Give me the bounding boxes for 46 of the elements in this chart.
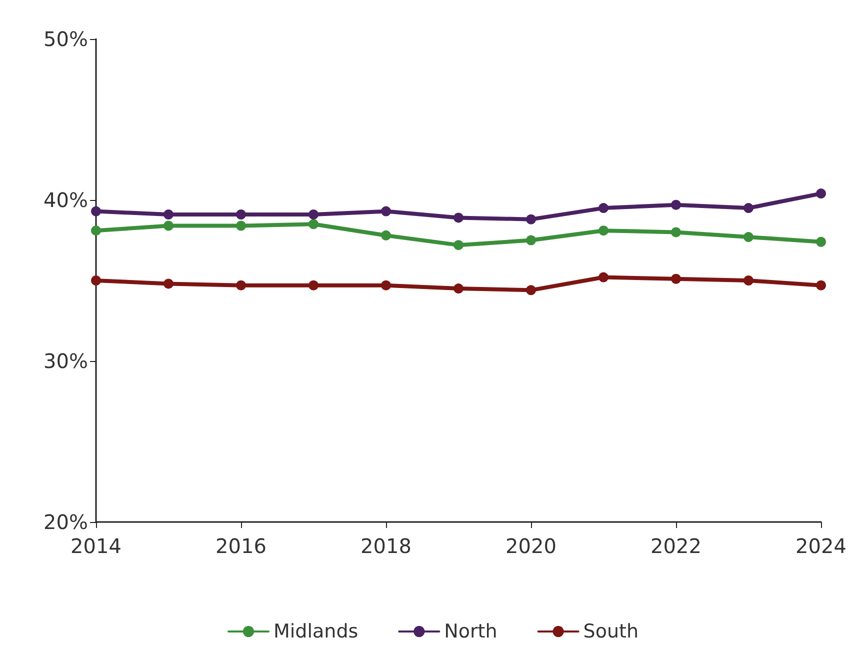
point <box>236 280 246 290</box>
y-tick-label: 50% <box>44 27 88 51</box>
point <box>381 280 391 290</box>
point <box>454 212 464 223</box>
point <box>526 285 536 296</box>
point <box>91 206 101 216</box>
point <box>526 214 536 224</box>
point <box>91 276 101 286</box>
x-tick-label: 2022 <box>650 534 702 558</box>
x-tick-label: 2020 <box>506 534 556 558</box>
point <box>381 230 391 240</box>
y-tick-label: 40% <box>44 188 88 212</box>
point <box>816 236 826 247</box>
point <box>236 220 246 231</box>
legend-label: North <box>444 620 498 642</box>
point <box>308 280 318 290</box>
point <box>164 209 174 220</box>
point <box>91 226 101 236</box>
x-tick-label: 2014 <box>70 534 122 558</box>
point <box>744 276 754 286</box>
point <box>816 188 826 199</box>
y-tick-label: 30% <box>44 349 88 373</box>
legend-label: Midlands <box>273 620 358 642</box>
point <box>671 200 681 210</box>
y-tick-label: 20% <box>44 510 88 534</box>
legend-label: South <box>583 620 639 642</box>
point <box>598 203 608 214</box>
point <box>236 209 246 220</box>
point <box>308 219 318 230</box>
point <box>308 209 318 220</box>
point <box>454 284 464 294</box>
point <box>598 272 608 282</box>
point <box>598 226 608 236</box>
point <box>164 278 174 289</box>
point <box>164 220 174 231</box>
point <box>816 280 826 290</box>
x-tick-label: 2024 <box>796 534 846 558</box>
point <box>671 274 681 284</box>
point <box>671 227 681 238</box>
point <box>744 232 754 242</box>
point <box>744 203 754 214</box>
x-tick-label: 2016 <box>216 534 266 558</box>
point <box>454 240 464 250</box>
x-tick-label: 2018 <box>360 534 412 558</box>
point <box>381 206 391 216</box>
point <box>526 235 536 246</box>
